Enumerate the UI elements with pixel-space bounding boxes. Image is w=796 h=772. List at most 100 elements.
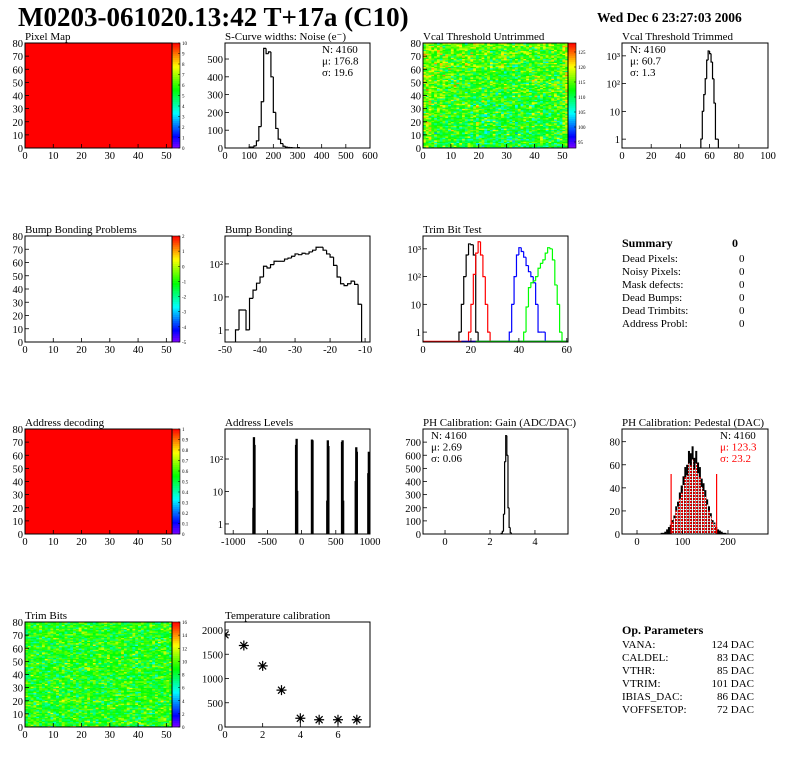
heatmap-cell [442, 87, 446, 90]
heatmap-cell [548, 111, 552, 113]
heatmap-cell [562, 49, 566, 52]
heatmap-cell [559, 136, 563, 138]
hist-bin [301, 252, 306, 255]
palette-step [568, 99, 576, 103]
palette-step [172, 250, 180, 254]
heatmap-cell [517, 146, 521, 148]
heatmap-cell [456, 74, 460, 77]
palette-step [172, 464, 180, 468]
heatmap-cell [528, 90, 533, 92]
heatmap-cell [484, 66, 488, 69]
heatmap-cell [425, 64, 429, 66]
heatmap-cell [506, 83, 510, 86]
heatmap-cell [506, 121, 510, 124]
hist-bin [660, 532, 663, 534]
heatmap-cell [462, 92, 466, 95]
heatmap-cell [515, 103, 519, 105]
heatmap-cell [545, 49, 549, 52]
palette-step [172, 458, 180, 461]
heatmap-cell [423, 125, 427, 128]
heatmap-cell [531, 75, 535, 78]
heatmap-cell [554, 56, 558, 58]
heatmap-cell [473, 127, 477, 129]
hist-bin [549, 247, 553, 250]
heatmap-cell [534, 49, 538, 52]
hist-bin [262, 265, 268, 278]
heatmap-cell [487, 53, 491, 56]
heatmap-cell [523, 94, 527, 96]
heatmap-cell [551, 88, 555, 91]
heatmap-cell [498, 125, 502, 128]
heatmap-cell [551, 85, 555, 87]
heatmap-cell [439, 49, 443, 52]
stats-line: σ: 19.6 [322, 67, 353, 79]
heatmap-cell [503, 82, 507, 84]
heatmap-cell [442, 91, 446, 94]
heatmap-cell [556, 46, 560, 49]
palette-tick-label: -5 [182, 341, 187, 346]
palette-step [172, 314, 180, 317]
heatmap-cell [545, 129, 549, 132]
heatmap-cell [487, 134, 491, 137]
heatmap-cell [462, 132, 466, 134]
heatmap-cell [464, 104, 468, 107]
heatmap-cell [531, 133, 535, 136]
heatmap-cell [545, 61, 549, 63]
heatmap-cell [531, 96, 535, 99]
heatmap-cell [475, 79, 480, 82]
heatmap-cell [531, 70, 535, 73]
heatmap-cell [512, 81, 516, 83]
heatmap-cell [439, 46, 443, 49]
heatmap-cell [439, 140, 443, 142]
heatmap-cell [470, 104, 474, 107]
y-tick-label: 80 [13, 39, 24, 50]
heatmap-cell [434, 96, 438, 99]
heatmap-cell [509, 136, 513, 138]
heatmap-cell [481, 134, 485, 137]
heatmap-cell [436, 56, 441, 58]
heatmap-cell [537, 54, 541, 57]
y-tick-label: 40 [13, 285, 24, 296]
heatmap-cell [526, 66, 530, 69]
heatmap-cell [478, 52, 482, 54]
heatmap-cell [467, 123, 471, 125]
heatmap-cell [515, 106, 519, 108]
heatmap-cell [506, 43, 510, 45]
summary-label: Dead Pixels: [622, 253, 678, 265]
heatmap-cell [425, 129, 429, 132]
heatmap-cell [506, 86, 510, 88]
heatmap-cell [470, 146, 474, 148]
heatmap-cell [540, 48, 544, 50]
hist-bin [255, 282, 261, 291]
heatmap-cell [478, 64, 482, 66]
heatmap-cell [565, 106, 568, 108]
heatmap-cell [450, 107, 454, 109]
heatmap-cell [501, 50, 505, 53]
heatmap-cell [459, 138, 463, 141]
heatmap-cell [431, 103, 435, 105]
heatmap-cell [442, 75, 446, 78]
heatmap-cell [498, 100, 502, 103]
heatmap-cell [503, 130, 507, 133]
heatmap-cell [559, 142, 563, 145]
heatmap-cell [456, 77, 460, 79]
palette-tick-label: -1 [182, 280, 187, 285]
heatmap-cell [556, 104, 560, 107]
heatmap-cell [436, 123, 441, 125]
heatmap-cell [428, 71, 432, 74]
palette-step [172, 282, 180, 286]
heatmap-cell [428, 113, 432, 116]
heatmap-cell [556, 113, 560, 116]
heatmap-cell [467, 92, 471, 95]
heatmap-cell [509, 140, 513, 142]
heatmap-cell [517, 65, 521, 67]
palette-step [172, 122, 180, 126]
heatmap-cell [556, 57, 560, 60]
heatmap-cell [453, 48, 457, 50]
heatmap-cell [487, 69, 491, 71]
heatmap-cell [506, 104, 510, 107]
heatmap-cell [473, 60, 477, 62]
heatmap-cell [528, 116, 533, 119]
heatmap-cell [442, 108, 446, 111]
palette-step [568, 47, 576, 50]
